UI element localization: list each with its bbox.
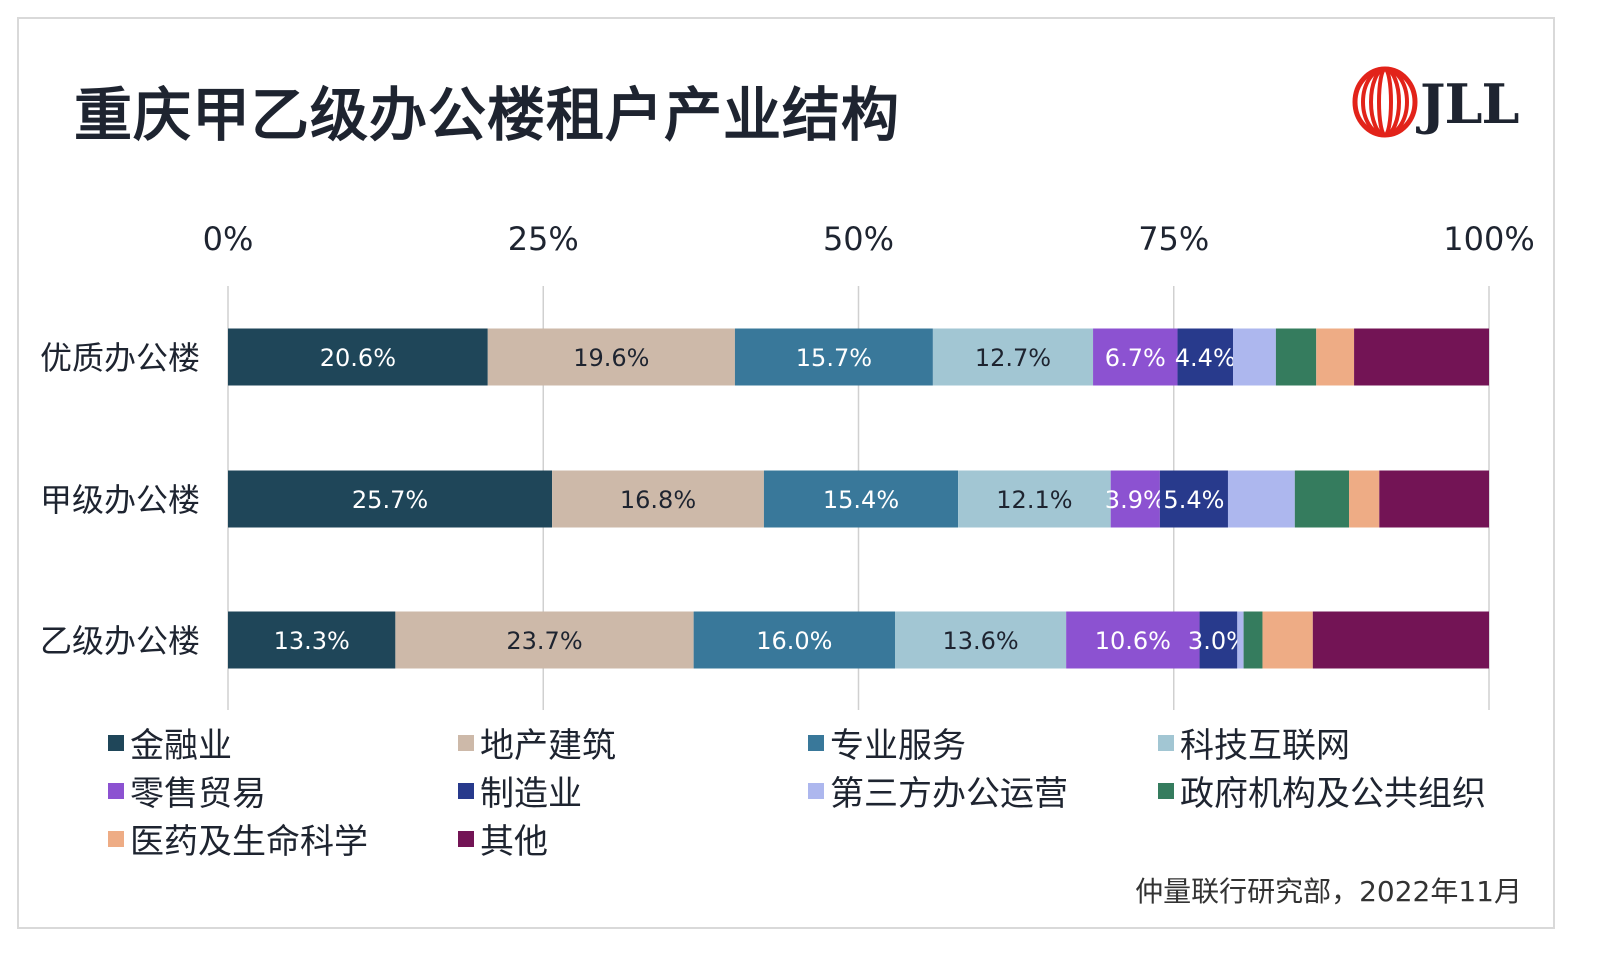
- bar-segment: [1237, 611, 1244, 669]
- data-label: 3.9%: [1105, 486, 1166, 514]
- bar-segment: [1349, 470, 1380, 528]
- legend-label: 医药及生命科学: [130, 822, 368, 862]
- x-tick-label: 50%: [823, 220, 894, 258]
- bar-segment: [894, 611, 1067, 669]
- bar-segment: [1354, 328, 1489, 386]
- legend-swatch: [458, 782, 474, 799]
- bar-segment: [1177, 328, 1234, 386]
- legend-swatch: [1158, 734, 1174, 751]
- bar-segment: [1379, 470, 1489, 528]
- data-label: 23.7%: [506, 627, 582, 655]
- legend-label: 金融业: [130, 726, 232, 766]
- data-label: 13.6%: [942, 627, 1018, 655]
- legend-swatch: [1158, 782, 1174, 799]
- bar-segment: [552, 470, 764, 528]
- data-label: 15.4%: [823, 486, 899, 514]
- legend-item: 医药及生命科学: [108, 814, 368, 863]
- bar-segment: [1199, 611, 1238, 669]
- legend-label: 零售贸易: [130, 774, 266, 814]
- legend-item: 其他: [458, 814, 548, 863]
- bar-segment: [228, 328, 488, 386]
- legend-swatch: [808, 782, 824, 799]
- legend-label: 制造业: [480, 774, 582, 814]
- x-tick-label: 25%: [508, 220, 579, 258]
- data-label: 16.0%: [756, 627, 832, 655]
- legend-swatch: [458, 734, 474, 751]
- x-tick-label: 0%: [203, 220, 254, 258]
- legend-swatch: [458, 830, 474, 847]
- legend-swatch: [808, 734, 824, 751]
- data-label: 5.4%: [1163, 486, 1224, 514]
- data-label: 10.6%: [1095, 627, 1171, 655]
- legend-item: 科技互联网: [1158, 718, 1350, 767]
- data-label: 25.7%: [352, 486, 428, 514]
- bar-segment: [1275, 328, 1317, 386]
- jll-logo-text: JLL: [1420, 72, 1519, 136]
- legend-swatch: [108, 830, 124, 847]
- data-label: 19.6%: [573, 344, 649, 372]
- legend-swatch: [108, 782, 124, 799]
- legend-item: 地产建筑: [458, 718, 616, 767]
- jll-logo: JLL: [1352, 66, 1522, 142]
- category-label: 乙级办公楼: [40, 622, 200, 660]
- x-tick-label: 100%: [1443, 220, 1534, 258]
- legend-swatch: [108, 734, 124, 751]
- bar-segment: [932, 328, 1094, 386]
- bar-segment: [1316, 328, 1355, 386]
- bar-segment: [734, 328, 933, 386]
- bar-segment: [693, 611, 895, 669]
- legend-item: 政府机构及公共组织: [1158, 766, 1486, 815]
- x-tick-label: 75%: [1138, 220, 1209, 258]
- category-label: 优质办公楼: [40, 339, 200, 377]
- legend-item: 第三方办公运营: [808, 766, 1068, 815]
- legend-item: 制造业: [458, 766, 582, 815]
- bar-segment: [1227, 470, 1295, 528]
- bar-segment: [395, 611, 694, 669]
- bar-segment: [487, 328, 735, 386]
- legend-item: 零售贸易: [108, 766, 266, 815]
- bar-segment: [1243, 611, 1263, 669]
- data-label: 20.6%: [320, 344, 396, 372]
- legend-label: 科技互联网: [1180, 726, 1350, 766]
- bar-segment: [1110, 470, 1160, 528]
- bar-segment: [958, 470, 1111, 528]
- data-label: 12.1%: [996, 486, 1072, 514]
- bar-segment: [228, 611, 396, 669]
- legend-item: 金融业: [108, 718, 232, 767]
- legend-label: 其他: [480, 822, 548, 862]
- bar-segment: [228, 470, 553, 528]
- data-label: 6.7%: [1105, 344, 1166, 372]
- data-label: 16.8%: [620, 486, 696, 514]
- source-note: 仲量联行研究部，2022年11月: [1135, 875, 1522, 908]
- bar-segment: [1093, 328, 1178, 386]
- data-label: 4.4%: [1175, 344, 1236, 372]
- bar-segment: [1312, 611, 1489, 669]
- bar-segment: [1262, 611, 1313, 669]
- legend-label: 政府机构及公共组织: [1180, 774, 1486, 814]
- chart-title: 重庆甲乙级办公楼租户产业结构: [74, 81, 901, 149]
- legend-label: 专业服务: [830, 726, 966, 766]
- category-label: 甲级办公楼: [40, 481, 200, 519]
- data-label: 15.7%: [796, 344, 872, 372]
- bar-segment: [1233, 328, 1276, 386]
- legend-item: 专业服务: [808, 718, 966, 767]
- bar-segment: [1066, 611, 1200, 669]
- legend-label: 地产建筑: [480, 726, 616, 766]
- bar-segment: [763, 470, 959, 528]
- legend-label: 第三方办公运营: [830, 774, 1068, 814]
- data-label: 12.7%: [975, 344, 1051, 372]
- jll-logo-mark-icon: [1352, 66, 1418, 138]
- data-label: 13.3%: [274, 627, 350, 655]
- bar-segment: [1159, 470, 1228, 528]
- bar-segment: [1294, 470, 1350, 528]
